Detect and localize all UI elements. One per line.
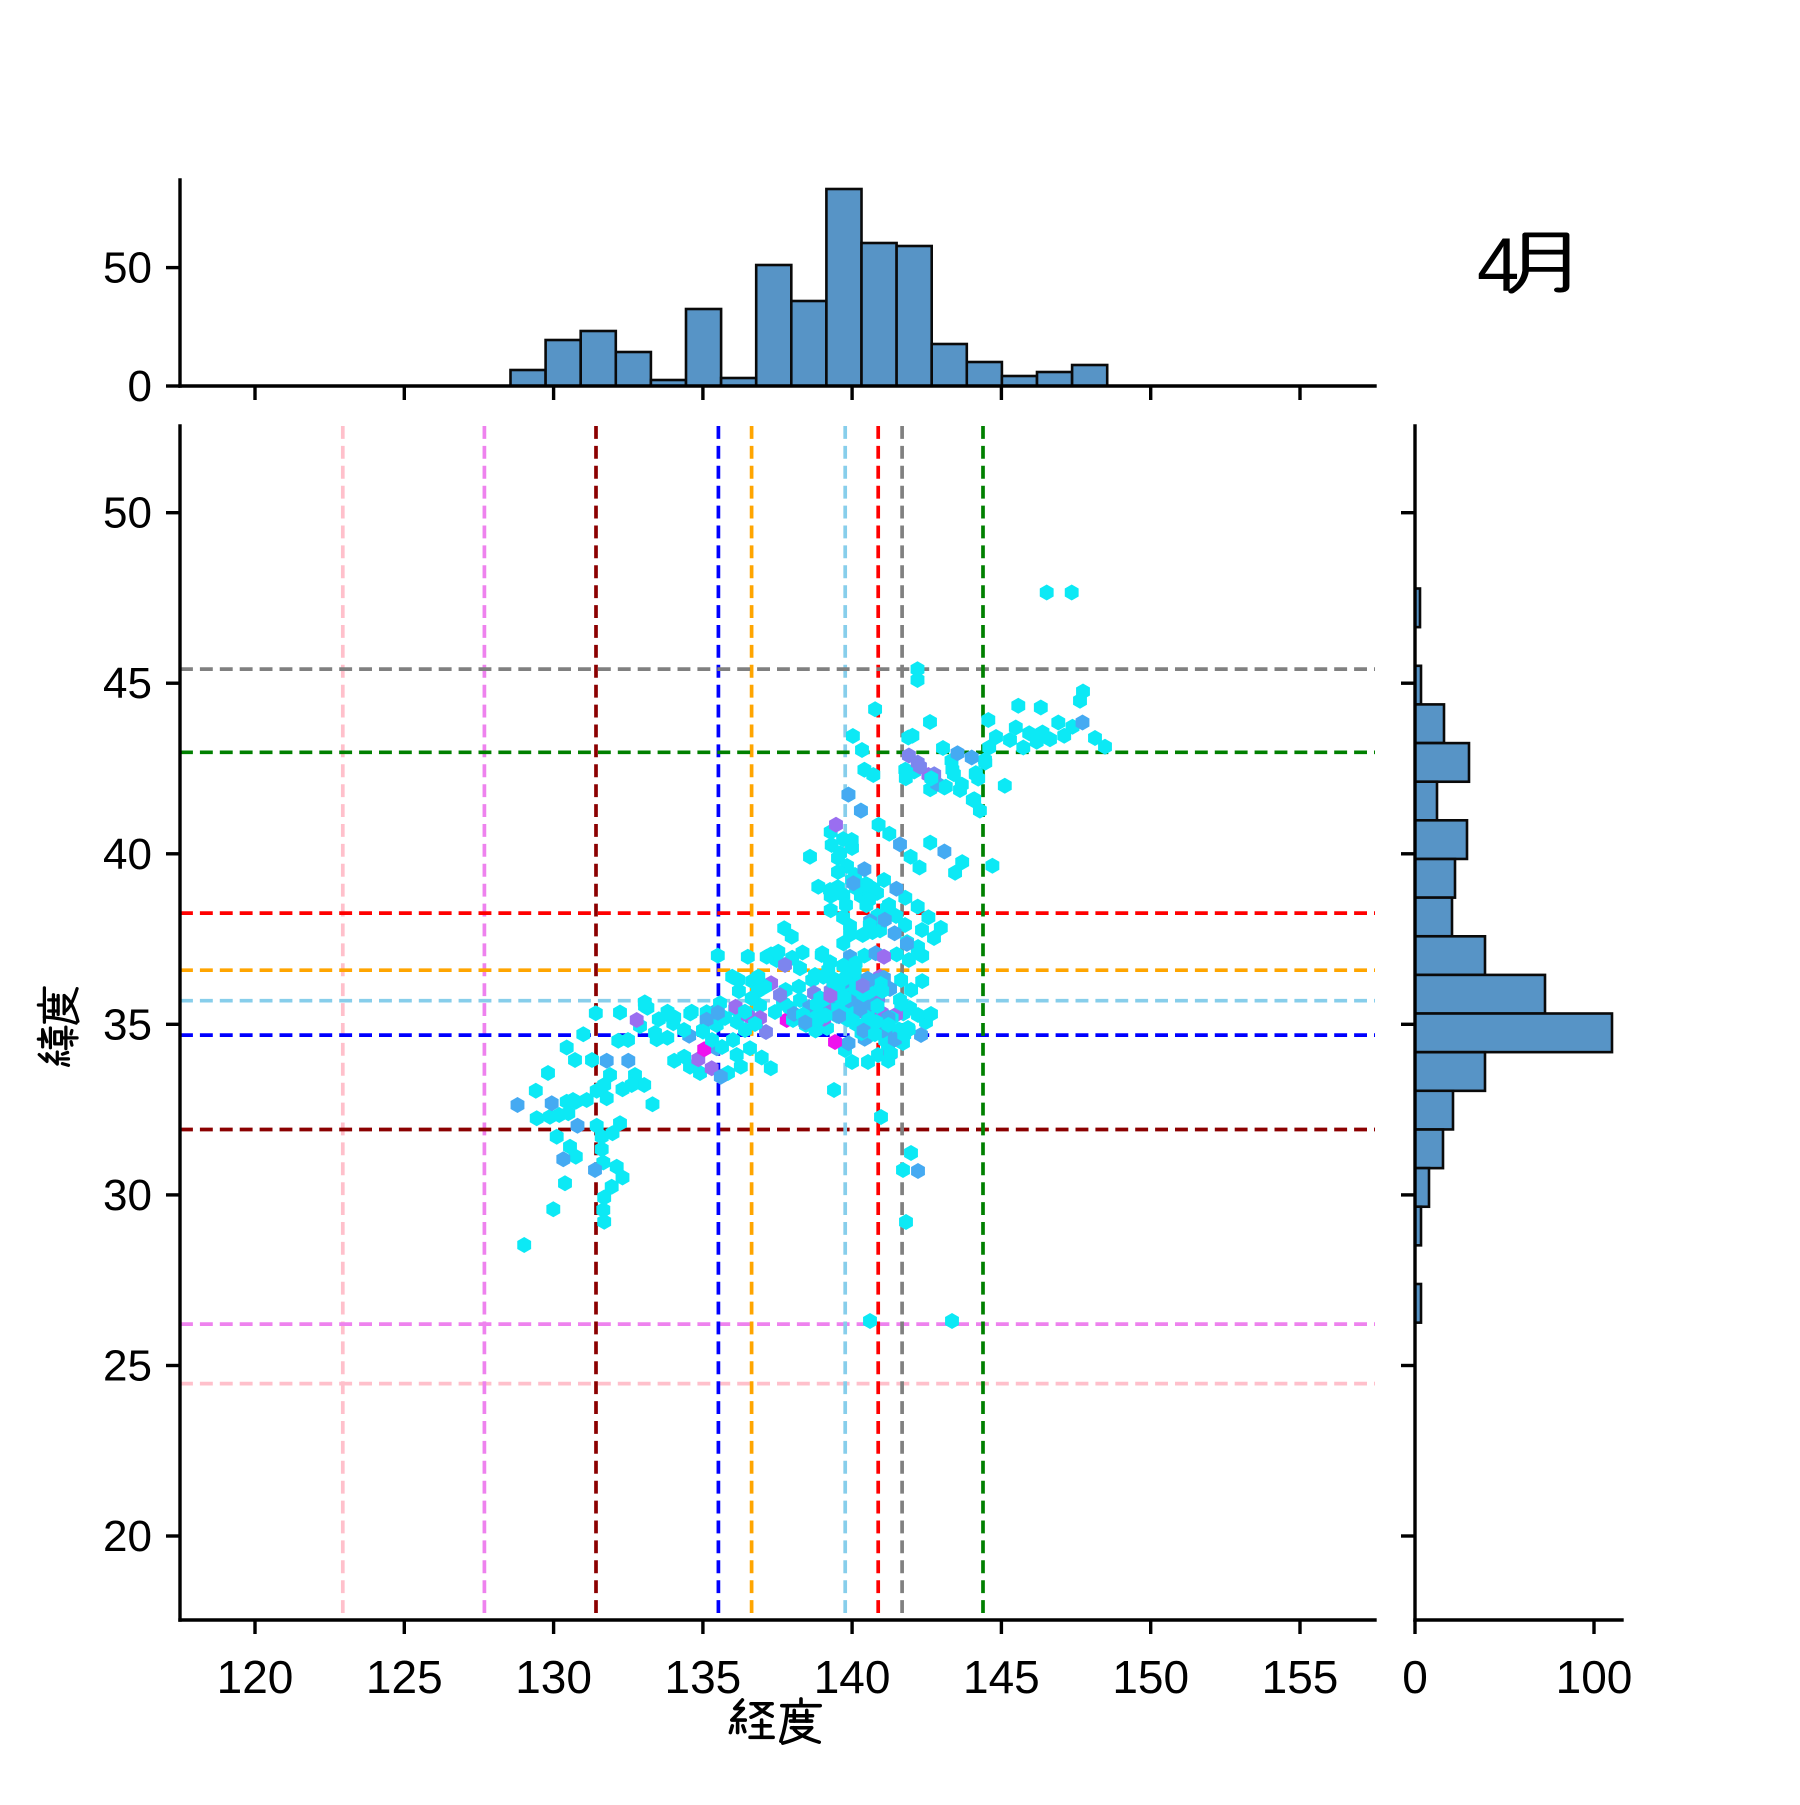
svg-text:155: 155	[1262, 1651, 1339, 1703]
svg-text:140: 140	[814, 1651, 891, 1703]
svg-text:100: 100	[1556, 1651, 1633, 1703]
svg-text:30: 30	[103, 1171, 152, 1220]
svg-text:150: 150	[1112, 1651, 1189, 1703]
svg-text:120: 120	[217, 1651, 294, 1703]
svg-text:130: 130	[515, 1651, 592, 1703]
svg-text:20: 20	[103, 1512, 152, 1561]
svg-text:4: 4	[1477, 223, 1519, 308]
svg-text:50: 50	[103, 244, 152, 293]
svg-text:0: 0	[128, 362, 152, 411]
svg-text:125: 125	[366, 1651, 443, 1703]
svg-text:25: 25	[103, 1342, 152, 1391]
svg-text:0: 0	[1402, 1651, 1428, 1703]
svg-text:135: 135	[665, 1651, 742, 1703]
svg-text:45: 45	[103, 659, 152, 708]
svg-text:40: 40	[103, 830, 152, 879]
svg-text:145: 145	[963, 1651, 1040, 1703]
svg-text:35: 35	[103, 1000, 152, 1049]
svg-text:50: 50	[103, 489, 152, 538]
